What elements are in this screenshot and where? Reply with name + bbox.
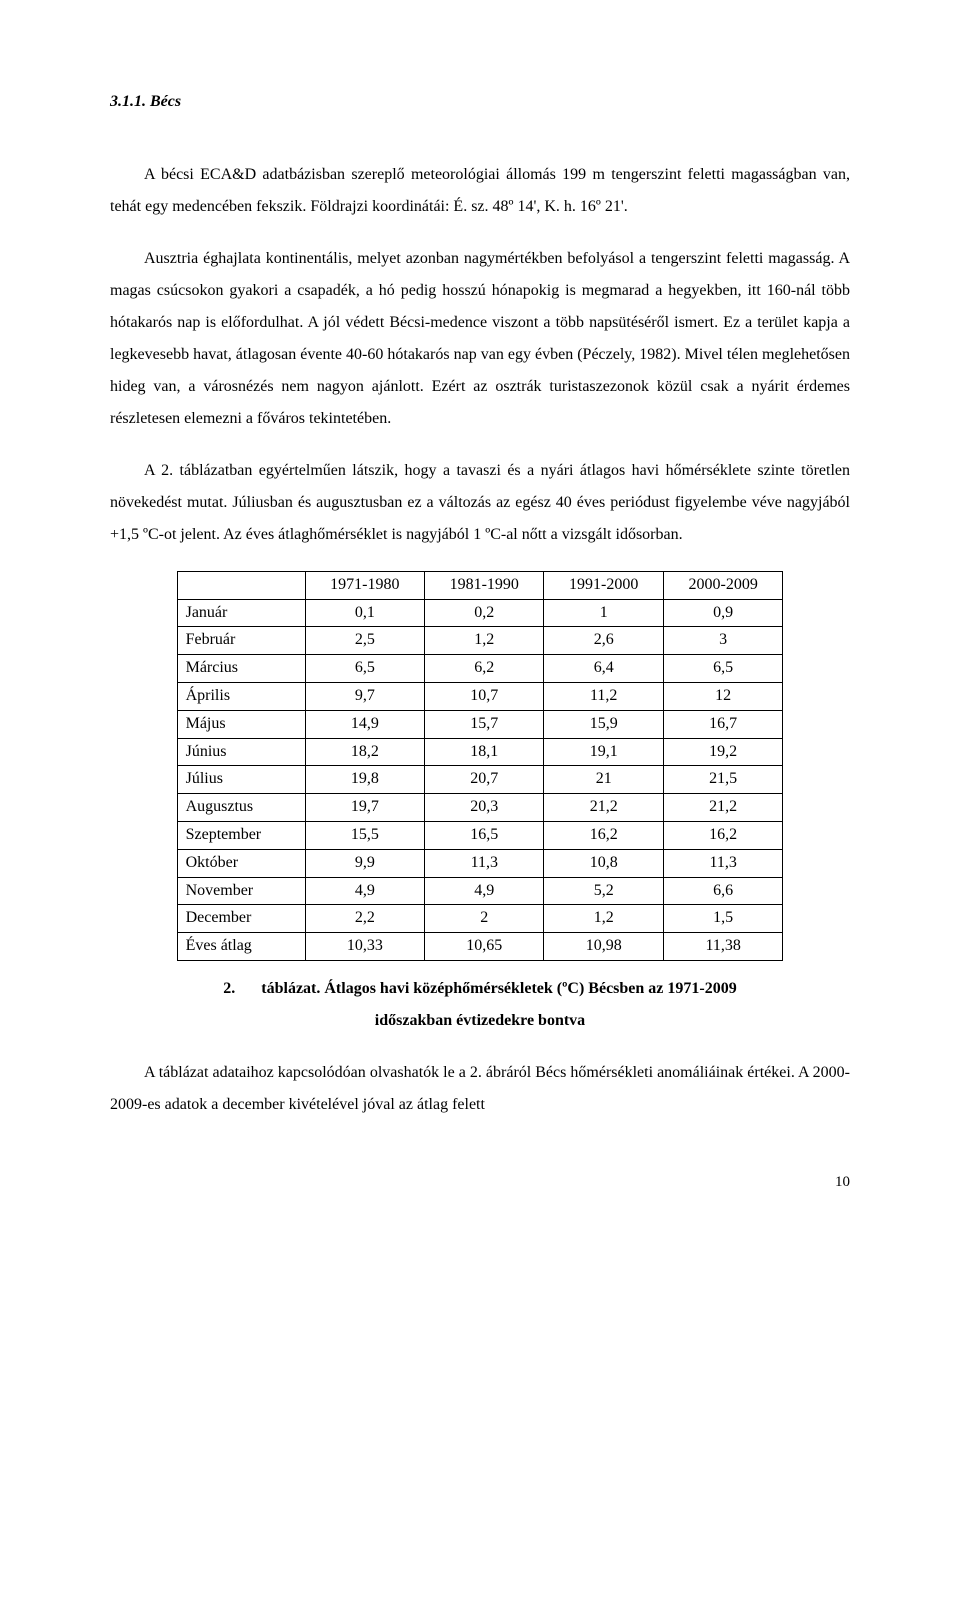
table-row: Április9,710,711,212 (177, 682, 783, 710)
table-cell: 1 (544, 599, 663, 627)
table-caption: 2. táblázat. Átlagos havi középhőmérsékl… (110, 973, 850, 1037)
temperature-table: 1971-1980 1981-1990 1991-2000 2000-2009 … (177, 571, 784, 961)
table-row: November4,94,95,26,6 (177, 877, 783, 905)
table-header-cell: 2000-2009 (663, 571, 782, 599)
section-heading: 3.1.1. Bécs (110, 90, 850, 115)
table-cell: 11,2 (544, 682, 663, 710)
table-row: Július19,820,72121,5 (177, 766, 783, 794)
table-cell: 14,9 (305, 710, 424, 738)
table-cell: 19,2 (663, 738, 782, 766)
table-cell: 6,2 (425, 655, 544, 683)
table-cell: 0,9 (663, 599, 782, 627)
table-cell: 2 (425, 905, 544, 933)
table-cell: Április (177, 682, 305, 710)
table-cell: 19,7 (305, 794, 424, 822)
table-cell: 10,98 (544, 933, 663, 961)
table-cell: 1,2 (425, 627, 544, 655)
table-cell: Június (177, 738, 305, 766)
table-cell: Éves átlag (177, 933, 305, 961)
table-row: Március6,56,26,46,5 (177, 655, 783, 683)
table-header-cell (177, 571, 305, 599)
table-row: Június18,218,119,119,2 (177, 738, 783, 766)
table-cell: Július (177, 766, 305, 794)
table-cell: 10,33 (305, 933, 424, 961)
table-row: Február2,51,22,63 (177, 627, 783, 655)
table-cell: 6,6 (663, 877, 782, 905)
table-cell: 16,5 (425, 821, 544, 849)
table-cell: 4,9 (425, 877, 544, 905)
table-cell: 19,1 (544, 738, 663, 766)
table-cell: 18,1 (425, 738, 544, 766)
table-cell: December (177, 905, 305, 933)
table-cell: 16,2 (544, 821, 663, 849)
table-cell: 2,5 (305, 627, 424, 655)
table-cell: 11,38 (663, 933, 782, 961)
table-cell: 9,7 (305, 682, 424, 710)
paragraph-3: A 2. táblázatban egyértelműen látszik, h… (110, 455, 850, 551)
table-cell: 21,2 (663, 794, 782, 822)
page-number: 10 (110, 1171, 850, 1194)
table-cell: 12 (663, 682, 782, 710)
table-cell: 6,5 (663, 655, 782, 683)
table-cell: Október (177, 849, 305, 877)
table-cell: 3 (663, 627, 782, 655)
table-row: December2,221,21,5 (177, 905, 783, 933)
table-cell: 1,5 (663, 905, 782, 933)
table-cell: 10,7 (425, 682, 544, 710)
table-cell: 2,2 (305, 905, 424, 933)
paragraph-1: A bécsi ECA&D adatbázisban szereplő mete… (110, 159, 850, 223)
table-header-cell: 1991-2000 (544, 571, 663, 599)
closing-paragraph: A táblázat adataihoz kapcsolódóan olvash… (110, 1057, 850, 1121)
table-cell: Március (177, 655, 305, 683)
table-cell: 4,9 (305, 877, 424, 905)
table-cell: 20,3 (425, 794, 544, 822)
table-cell: November (177, 877, 305, 905)
table-cell: 15,5 (305, 821, 424, 849)
table-cell: 11,3 (425, 849, 544, 877)
table-cell: 10,8 (544, 849, 663, 877)
paragraph-2: Ausztria éghajlata kontinentális, melyet… (110, 243, 850, 435)
table-row: Október9,911,310,811,3 (177, 849, 783, 877)
table-cell: 6,4 (544, 655, 663, 683)
table-cell: 15,7 (425, 710, 544, 738)
table-cell: Február (177, 627, 305, 655)
table-cell: 16,7 (663, 710, 782, 738)
table-row: Éves átlag10,3310,6510,9811,38 (177, 933, 783, 961)
table-row: Január0,10,210,9 (177, 599, 783, 627)
table-cell: Január (177, 599, 305, 627)
table-cell: 21 (544, 766, 663, 794)
table-header-cell: 1971-1980 (305, 571, 424, 599)
caption-number: 2. (223, 973, 257, 1005)
table-cell: 11,3 (663, 849, 782, 877)
table-cell: 0,2 (425, 599, 544, 627)
table-cell: 0,1 (305, 599, 424, 627)
table-cell: 5,2 (544, 877, 663, 905)
table-cell: 18,2 (305, 738, 424, 766)
table-cell: Szeptember (177, 821, 305, 849)
table-cell: 10,65 (425, 933, 544, 961)
table-cell: 21,5 (663, 766, 782, 794)
table-cell: 6,5 (305, 655, 424, 683)
table-cell: 2,6 (544, 627, 663, 655)
table-cell: 20,7 (425, 766, 544, 794)
table-row: Május14,915,715,916,7 (177, 710, 783, 738)
table-cell: Május (177, 710, 305, 738)
table-cell: 15,9 (544, 710, 663, 738)
table-header-cell: 1981-1990 (425, 571, 544, 599)
caption-line-1: táblázat. Átlagos havi középhőmérséklete… (261, 980, 736, 997)
table-cell: 1,2 (544, 905, 663, 933)
table-cell: 19,8 (305, 766, 424, 794)
table-cell: 9,9 (305, 849, 424, 877)
table-header-row: 1971-1980 1981-1990 1991-2000 2000-2009 (177, 571, 783, 599)
table-cell: Augusztus (177, 794, 305, 822)
caption-line-2: időszakban évtizedekre bontva (375, 1012, 585, 1029)
table-cell: 16,2 (663, 821, 782, 849)
table-row: Szeptember15,516,516,216,2 (177, 821, 783, 849)
table-cell: 21,2 (544, 794, 663, 822)
table-row: Augusztus19,720,321,221,2 (177, 794, 783, 822)
